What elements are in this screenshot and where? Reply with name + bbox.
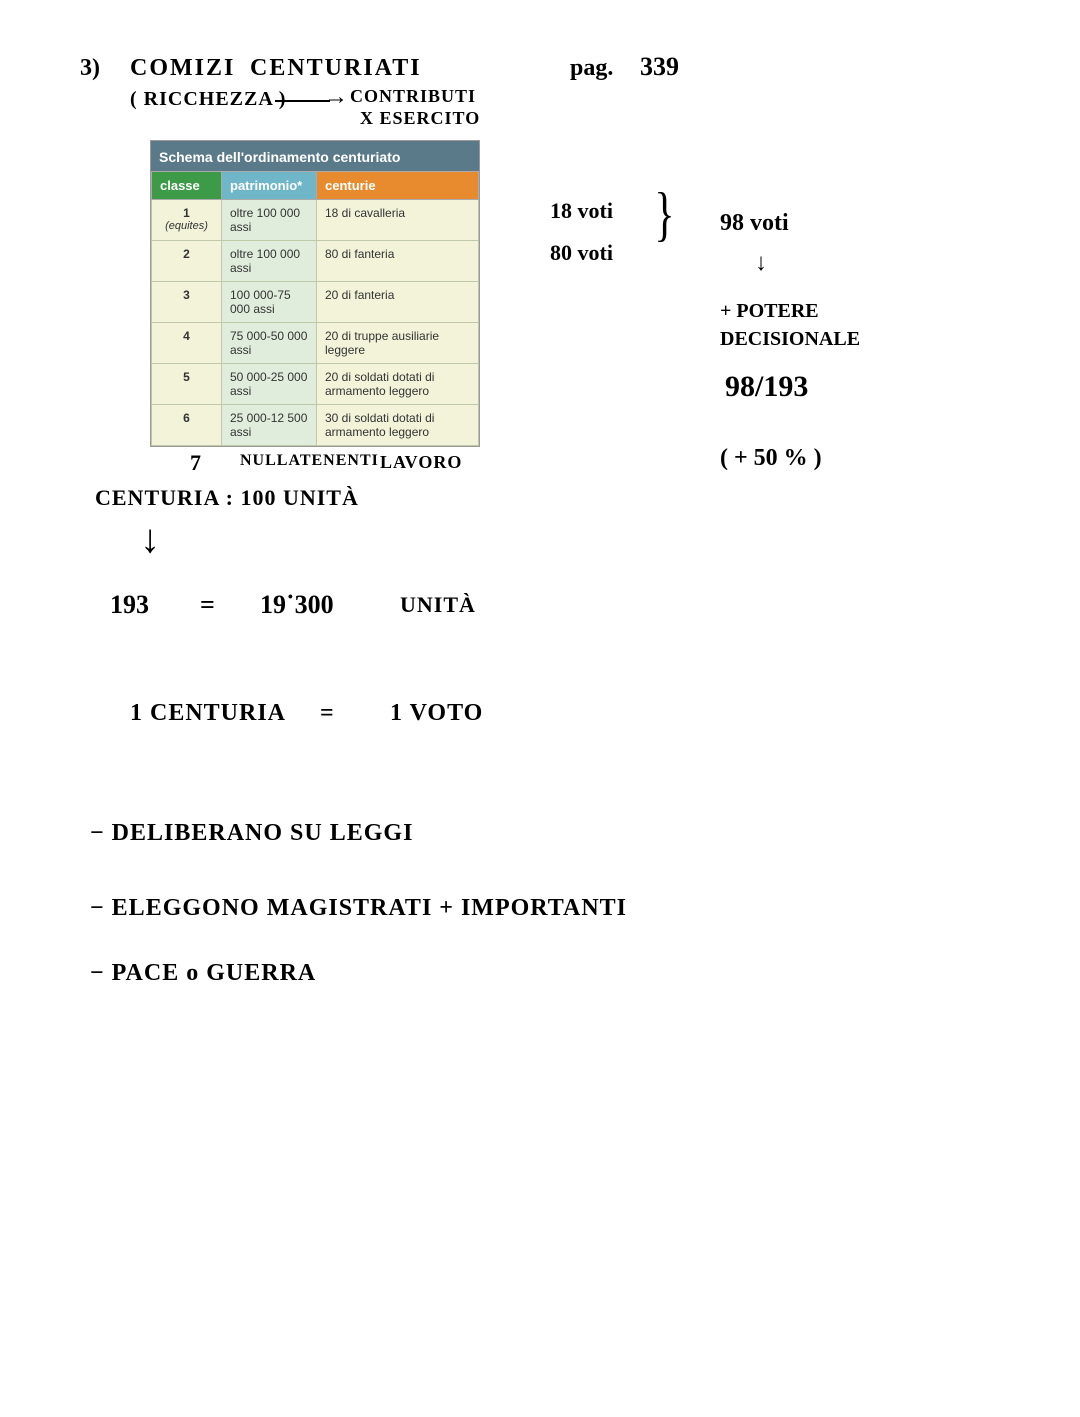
unita: UNITÀ: [400, 592, 476, 618]
contributi: CONTRIBUTI: [350, 86, 476, 107]
voti-80: 80 voti: [550, 240, 613, 266]
cell-centurie: 18 di cavalleria: [317, 200, 479, 241]
table-row: 1(equites) oltre 100 000 assi 18 di cava…: [152, 200, 479, 241]
th-classe: classe: [152, 172, 222, 200]
cell-patrimonio: 25 000-12 500 assi: [222, 405, 317, 446]
arrow-line: [275, 100, 330, 102]
table-row: 5 50 000-25 000 assi 20 di soldati dotat…: [152, 364, 479, 405]
plus-50pct: ( + 50 % ): [720, 445, 822, 472]
sub-ricchezza: ( RICCHEZZA ): [130, 88, 286, 111]
cell-patrimonio: 100 000-75 000 assi: [222, 282, 317, 323]
row7-num: 7: [190, 450, 201, 476]
row7-lavoro: LAVORO: [380, 452, 462, 473]
th-patrimonio: patrimonio*: [222, 172, 317, 200]
voti-18: 18 voti: [550, 198, 613, 224]
bullet-leggi: − DELIBERANO SU LEGGI: [90, 820, 413, 847]
cell-centurie: 20 di soldati dotati di armamento legger…: [317, 364, 479, 405]
cell-centurie: 30 di soldati dotati di armamento legger…: [317, 405, 479, 446]
fraction-98-193: 98/193: [725, 370, 808, 404]
decisionale: DECISIONALE: [720, 328, 860, 351]
centuriato-table: classe patrimonio* centurie 1(equites) o…: [151, 171, 479, 446]
table-header-row: classe patrimonio* centurie: [152, 172, 479, 200]
cell-classe: 6: [152, 405, 222, 446]
cell-patrimonio: 75 000-50 000 assi: [222, 323, 317, 364]
schema-table: Schema dell'ordinamento centuriato class…: [150, 140, 480, 447]
row7-nullatenenti: NULLATENENTI: [240, 452, 379, 470]
centuria-100: CENTURIA : 100 UNITÀ: [95, 485, 359, 511]
bullet-pace-guerra: − PACE o GUERRA: [90, 960, 316, 987]
table-row: 3 100 000-75 000 assi 20 di fanteria: [152, 282, 479, 323]
cell-classe: 5: [152, 364, 222, 405]
1-voto: 1 VOTO: [390, 700, 483, 727]
n-193: 193: [110, 590, 149, 620]
cell-patrimonio: oltre 100 000 assi: [222, 241, 317, 282]
table-row: 2 oltre 100 000 assi 80 di fanteria: [152, 241, 479, 282]
brace-icon: }: [654, 180, 674, 249]
item-number: 3): [80, 55, 100, 82]
x-esercito: X ESERCITO: [360, 108, 480, 129]
1-centuria: 1 CENTURIA: [130, 700, 286, 727]
table-title: Schema dell'ordinamento centuriato: [151, 141, 479, 171]
voti-98: 98 voti: [720, 210, 789, 237]
cell-patrimonio: oltre 100 000 assi: [222, 200, 317, 241]
page-label: pag.: [570, 55, 613, 82]
table-row: 6 25 000-12 500 assi 30 di soldati dotat…: [152, 405, 479, 446]
th-centurie: centurie: [317, 172, 479, 200]
bullet-magistrati: − ELEGGONO MAGISTRATI + IMPORTANTI: [90, 895, 627, 922]
cell-centurie: 20 di fanteria: [317, 282, 479, 323]
title-comizi: COMIZI: [130, 55, 235, 82]
cell-classe: 2: [152, 241, 222, 282]
cell-centurie: 80 di fanteria: [317, 241, 479, 282]
page-number: 339: [640, 52, 679, 82]
cell-classe: 1(equites): [152, 200, 222, 241]
eq2: =: [320, 700, 334, 727]
eq1: =: [200, 590, 215, 620]
down-arrow2-icon: ↓: [140, 515, 160, 562]
n-19300: 19˙300: [260, 590, 334, 620]
potere: + POTERE: [720, 300, 819, 323]
table-row: 4 75 000-50 000 assi 20 di truppe ausili…: [152, 323, 479, 364]
cell-classe: 4: [152, 323, 222, 364]
arrow-head: →: [324, 84, 348, 111]
cell-patrimonio: 50 000-25 000 assi: [222, 364, 317, 405]
down-arrow-icon: ↓: [755, 250, 767, 277]
cell-centurie: 20 di truppe ausiliarie leggere: [317, 323, 479, 364]
title-centuriati: CENTURIATI: [250, 55, 422, 82]
cell-classe: 3: [152, 282, 222, 323]
